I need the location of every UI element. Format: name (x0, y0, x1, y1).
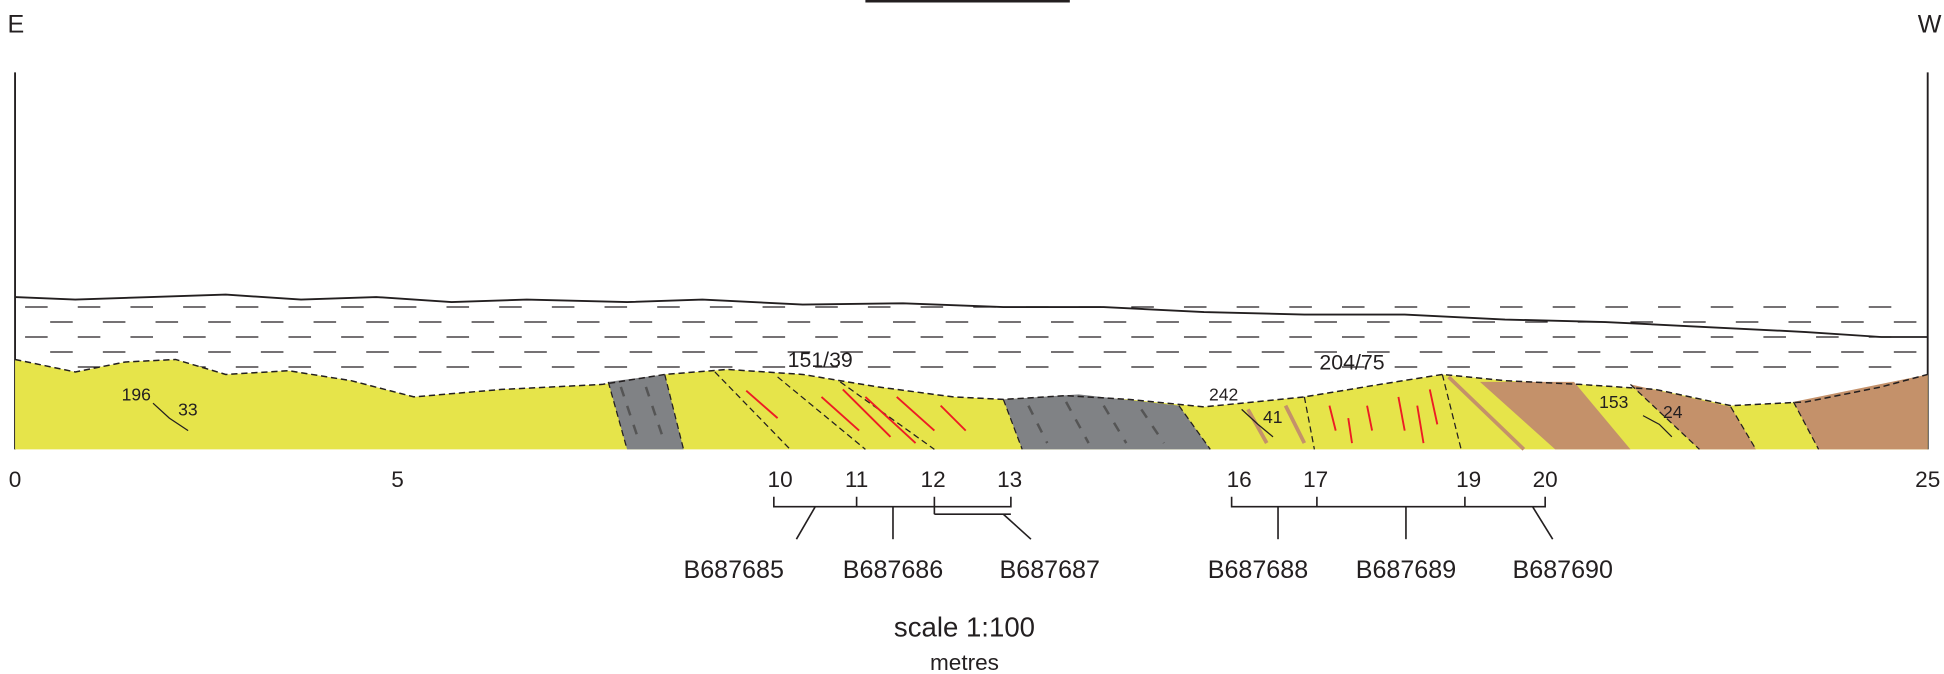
unit-label: metres (930, 650, 999, 674)
brown-unit (1793, 374, 1928, 450)
sample-brackets (773, 496, 1554, 540)
sample-id: B687687 (1000, 556, 1100, 584)
grey-fabric (619, 386, 1165, 444)
brown-unit (1630, 384, 1756, 450)
dip-label: 33 (178, 400, 198, 420)
east-label: E (8, 11, 25, 39)
distance-label: 19 (1456, 467, 1481, 492)
dip-label: 41 (1263, 407, 1283, 427)
sample-id: B687686 (843, 556, 943, 584)
distance-label: 0 (9, 467, 22, 492)
yellow-unit (15, 359, 1928, 450)
distance-label: 12 (921, 467, 946, 492)
sample-id: B687685 (683, 556, 783, 584)
veins (745, 388, 1439, 444)
distance-label: 11 (845, 467, 868, 492)
annotation: 151/39 (788, 348, 853, 372)
distance-label: 20 (1533, 467, 1558, 492)
distance-label: 13 (997, 467, 1022, 492)
grey-unit (608, 374, 684, 450)
overburden-dashes (25, 306, 1917, 368)
dip-symbols (152, 402, 1673, 438)
sample-id: B687688 (1208, 556, 1308, 584)
sample-id: B687689 (1356, 556, 1456, 584)
distance-label: 5 (391, 467, 404, 492)
brown-unit (1479, 381, 1631, 450)
distance-label: 17 (1303, 467, 1328, 492)
dip-label: 24 (1663, 402, 1683, 422)
contact-line (14, 358, 1928, 408)
brown-veins (1246, 375, 1526, 451)
dip-label: 196 (122, 385, 151, 405)
fault-lines (607, 371, 1820, 450)
grey-unit (1003, 394, 1211, 450)
sample-id: B687690 (1513, 556, 1613, 584)
dip-label: 153 (1599, 392, 1628, 412)
scale-label: scale 1:100 (894, 612, 1035, 643)
distance-label: 16 (1227, 467, 1252, 492)
dip-label: 242 (1209, 385, 1238, 405)
west-label: W (1918, 11, 1942, 39)
distance-label: 10 (768, 467, 793, 492)
ground-surface (15, 293, 1928, 338)
annotation: 204/75 (1319, 350, 1384, 374)
distance-label: 25 (1915, 467, 1940, 492)
